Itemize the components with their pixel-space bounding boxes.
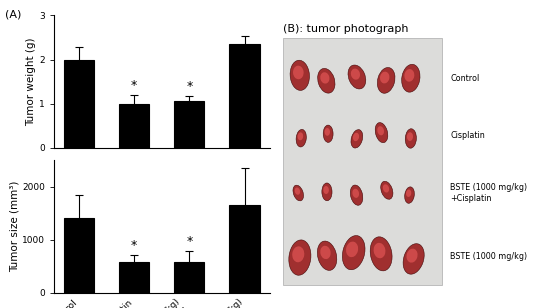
- Ellipse shape: [324, 128, 330, 136]
- Text: *: *: [131, 79, 137, 92]
- Ellipse shape: [350, 185, 363, 205]
- Ellipse shape: [353, 189, 359, 198]
- Ellipse shape: [322, 183, 332, 201]
- Text: (B): tumor photograph: (B): tumor photograph: [283, 24, 409, 34]
- Bar: [64, 218, 94, 293]
- Ellipse shape: [342, 236, 365, 270]
- Ellipse shape: [402, 64, 420, 92]
- Ellipse shape: [380, 72, 389, 83]
- Ellipse shape: [348, 65, 366, 89]
- Ellipse shape: [323, 125, 333, 142]
- Ellipse shape: [353, 133, 359, 141]
- Text: BSTE (1000 mg/kg)
+Cisplatin: BSTE (1000 mg/kg) +Cisplatin: [450, 183, 527, 203]
- Ellipse shape: [351, 69, 360, 80]
- Bar: [119, 104, 149, 148]
- Ellipse shape: [290, 60, 309, 91]
- Ellipse shape: [293, 66, 303, 79]
- Ellipse shape: [351, 130, 363, 148]
- Ellipse shape: [320, 72, 329, 83]
- Ellipse shape: [295, 188, 300, 195]
- Ellipse shape: [293, 185, 303, 201]
- Ellipse shape: [320, 246, 330, 259]
- Bar: [64, 59, 94, 148]
- Ellipse shape: [406, 189, 411, 197]
- Text: (A): (A): [5, 9, 22, 19]
- Y-axis label: Tumor weight (g): Tumor weight (g): [26, 37, 36, 126]
- Bar: [174, 262, 204, 293]
- Text: *: *: [131, 239, 137, 252]
- Ellipse shape: [317, 241, 337, 270]
- Text: *: *: [186, 235, 192, 248]
- Ellipse shape: [404, 69, 414, 82]
- Ellipse shape: [377, 67, 395, 93]
- Ellipse shape: [374, 243, 385, 258]
- Ellipse shape: [405, 129, 417, 148]
- Ellipse shape: [407, 132, 413, 141]
- Ellipse shape: [296, 129, 306, 147]
- Ellipse shape: [298, 132, 303, 140]
- Text: Control: Control: [450, 74, 479, 83]
- Ellipse shape: [292, 246, 305, 262]
- Y-axis label: Tumor size (mm³): Tumor size (mm³): [9, 181, 19, 272]
- Bar: [174, 102, 204, 148]
- Ellipse shape: [323, 186, 329, 194]
- Ellipse shape: [381, 181, 393, 199]
- Ellipse shape: [346, 241, 358, 257]
- Ellipse shape: [383, 184, 389, 192]
- Ellipse shape: [317, 68, 335, 93]
- Bar: [283, 38, 443, 285]
- Ellipse shape: [377, 126, 384, 135]
- Ellipse shape: [375, 123, 388, 143]
- Text: Cisplatin: Cisplatin: [450, 131, 485, 140]
- Ellipse shape: [403, 244, 424, 274]
- Bar: [229, 44, 260, 148]
- Bar: [229, 205, 260, 293]
- Text: *: *: [186, 80, 192, 93]
- Ellipse shape: [370, 237, 392, 271]
- Ellipse shape: [289, 240, 311, 275]
- Bar: [119, 262, 149, 293]
- Ellipse shape: [405, 187, 414, 203]
- Text: BSTE (1000 mg/kg): BSTE (1000 mg/kg): [450, 252, 527, 261]
- Ellipse shape: [406, 249, 418, 263]
